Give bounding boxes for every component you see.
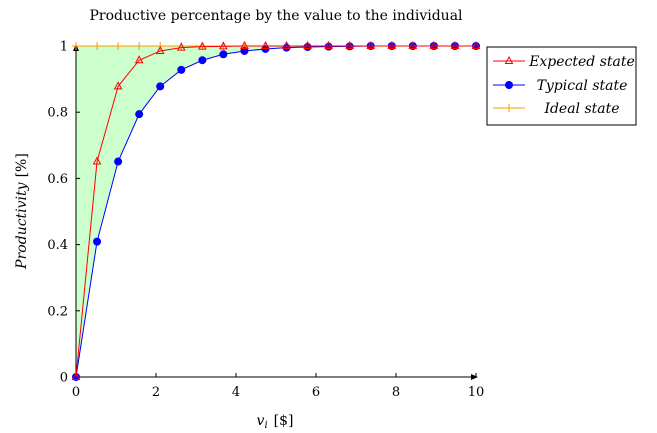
legend-label-ideal: Ideal state — [543, 101, 619, 117]
legend-entry-typical: Typical state — [493, 78, 627, 94]
y-axis-label: Productivity[%] — [14, 153, 30, 270]
data-point — [366, 40, 376, 49]
legend-entry-expected: Expected state — [493, 54, 635, 70]
circle-marker-icon — [505, 81, 513, 89]
shaded-area-layer — [76, 46, 476, 377]
data-point — [113, 81, 123, 90]
data-point — [450, 40, 460, 49]
data-point — [71, 371, 81, 380]
chart-title: Productive percentage by the value to th… — [89, 8, 463, 24]
legend-entry-ideal: Ideal state — [493, 101, 620, 117]
data-point — [197, 41, 207, 50]
data-point — [198, 56, 207, 65]
x-axis-label: vi [$] — [257, 413, 294, 431]
data-point — [219, 41, 228, 50]
data-point — [240, 40, 249, 49]
data-point — [135, 42, 144, 50]
y-tick-label: 0 — [60, 371, 68, 386]
data-point — [345, 40, 355, 49]
triangle-marker-icon — [504, 55, 514, 64]
data-point — [114, 157, 123, 166]
data-point — [219, 50, 228, 59]
data-point — [303, 40, 312, 49]
series-expected-state — [71, 40, 481, 380]
data-point — [135, 110, 144, 119]
series-line — [75, 45, 476, 378]
x-tick-label: 8 — [392, 385, 400, 400]
x-tick-label: 10 — [468, 385, 485, 400]
data-point — [282, 40, 291, 49]
data-point — [471, 40, 481, 49]
data-point — [72, 42, 80, 50]
y-tick-label: 1 — [60, 40, 68, 55]
data-point — [93, 42, 102, 50]
data-point — [261, 40, 270, 49]
legend-label-expected: Expected state — [528, 54, 635, 70]
data-point — [176, 42, 186, 51]
x-tick-label: 6 — [312, 385, 320, 400]
y-tick-label: 0.8 — [47, 106, 68, 121]
data-point — [429, 40, 439, 49]
data-point — [114, 42, 123, 50]
shaded-region — [76, 46, 476, 377]
y-tick-label: 0.4 — [47, 238, 68, 253]
data-point — [155, 45, 165, 54]
y-tick-label: 0.2 — [47, 304, 68, 319]
y-ticks: 0 0.2 0.4 0.6 0.8 1 — [47, 40, 80, 386]
legend: Expected state Typical state Ideal state — [486, 46, 637, 126]
data-point — [93, 237, 102, 246]
plus-marker-icon — [505, 104, 513, 112]
legend-label-typical: Typical state — [537, 78, 628, 94]
data-point — [156, 82, 165, 91]
data-point — [324, 40, 333, 49]
data-point — [387, 40, 397, 49]
data-point — [408, 40, 418, 49]
series-layer — [71, 40, 481, 381]
x-tick-label: 2 — [152, 385, 160, 400]
x-ticks: 0 2 4 6 8 10 — [72, 373, 484, 400]
x-tick-label: 0 — [72, 385, 80, 400]
data-point — [92, 156, 102, 165]
data-point — [134, 55, 144, 64]
data-point — [177, 65, 186, 74]
x-tick-label: 4 — [232, 385, 240, 400]
axes — [73, 44, 478, 380]
y-tick-label: 0.6 — [47, 172, 68, 187]
